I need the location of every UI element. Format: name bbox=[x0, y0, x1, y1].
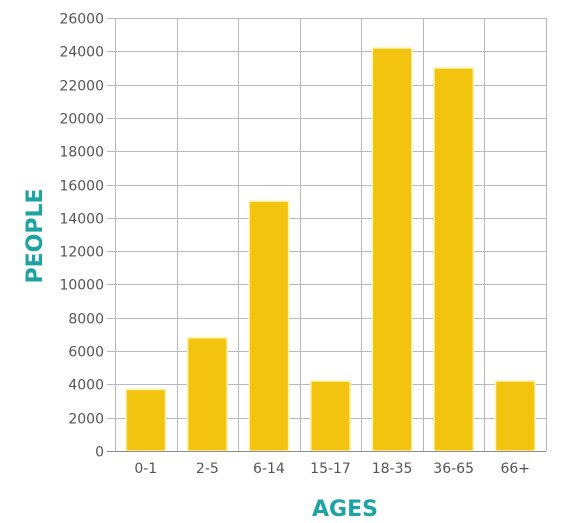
bar-36-65 bbox=[433, 67, 475, 452]
y-tick-label: 12000 bbox=[59, 245, 104, 261]
bar-18-35 bbox=[371, 47, 413, 452]
x-tick-label: 6-14 bbox=[253, 461, 285, 477]
bar-66+ bbox=[494, 380, 536, 452]
y-tick-label: 6000 bbox=[68, 345, 104, 361]
y-tick-label: 4000 bbox=[68, 378, 104, 394]
x-tick-label: 0-1 bbox=[134, 461, 157, 477]
x-tick-label: 66+ bbox=[500, 461, 530, 477]
bar-6-14 bbox=[248, 200, 290, 452]
y-tick-label: 8000 bbox=[68, 312, 104, 328]
axis-layer: 0 2000 4000 6000 8000 10000 12000 14000 16000 180… bbox=[59, 12, 546, 477]
y-axis-title: PEOPLE bbox=[23, 188, 48, 283]
x-tick-label: 2-5 bbox=[196, 461, 219, 477]
grid-layer bbox=[107, 18, 547, 451]
y-tick-label: 0 bbox=[95, 445, 104, 461]
x-axis-title: AGES bbox=[312, 497, 378, 522]
bar-layer bbox=[125, 47, 536, 452]
x-tick-label: 15-17 bbox=[310, 461, 351, 477]
y-tick-label: 2000 bbox=[68, 412, 104, 428]
bar-0-1 bbox=[125, 388, 167, 452]
y-tick-label: 26000 bbox=[59, 12, 104, 28]
y-tick-label: 22000 bbox=[59, 79, 104, 95]
y-tick-label: 10000 bbox=[59, 278, 104, 294]
y-tick-label: 20000 bbox=[59, 112, 104, 128]
x-tick-label: 18-35 bbox=[372, 461, 413, 477]
bar-2-5 bbox=[186, 337, 228, 452]
y-tick-label: 14000 bbox=[59, 212, 104, 228]
y-tick-label: 24000 bbox=[59, 45, 104, 61]
x-tick-label: 36-65 bbox=[433, 461, 474, 477]
y-tick-label: 16000 bbox=[59, 179, 104, 195]
bar-15-17 bbox=[310, 380, 351, 452]
y-tick-label: 18000 bbox=[59, 145, 104, 161]
